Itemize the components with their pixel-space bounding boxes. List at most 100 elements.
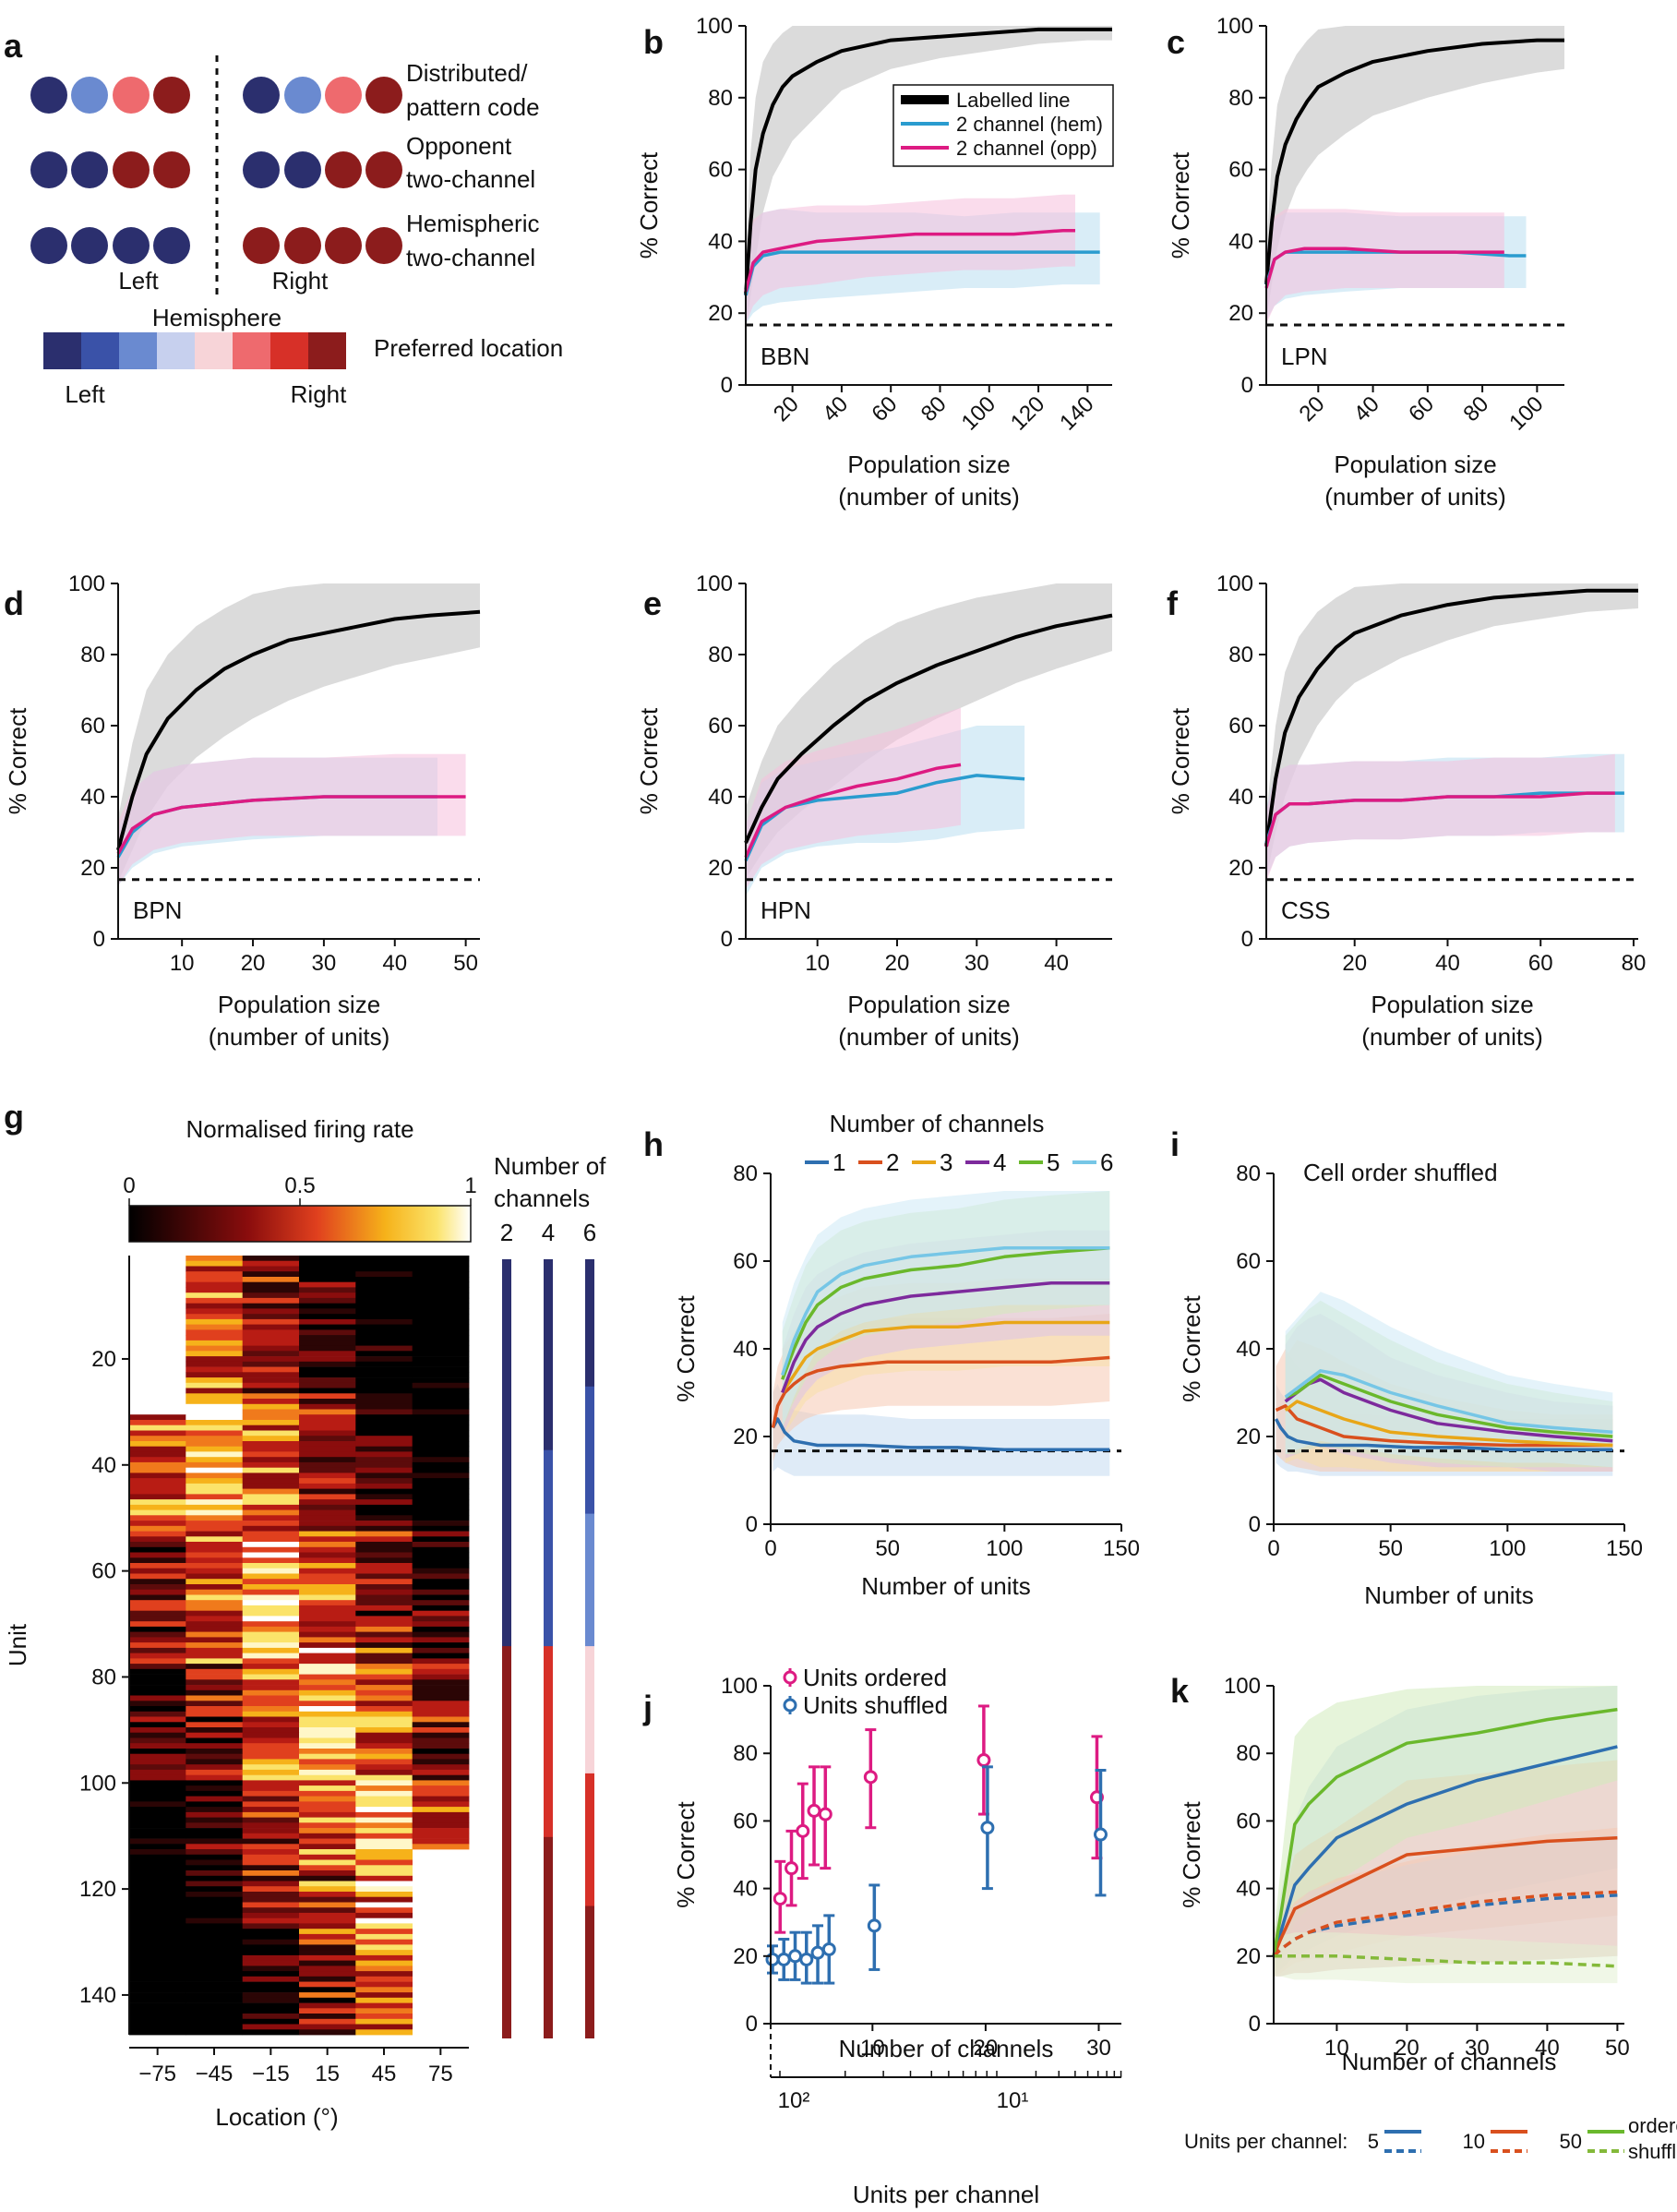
heatmap-cell [242, 1568, 300, 1574]
channel-group [585, 1646, 594, 1779]
legend-marker [783, 1670, 797, 1685]
heatmap-cell [242, 1314, 300, 1320]
series-line [744, 774, 1025, 862]
heatmap-cell [242, 1483, 300, 1489]
heatmap-cell [299, 1372, 356, 1378]
heatmap-cell [242, 1414, 300, 1421]
secondary-tick-label: 10² [778, 2088, 810, 2113]
heatmap-cell [186, 1616, 243, 1622]
series-line [1264, 246, 1504, 289]
y-tick-label: 20 [1228, 301, 1253, 326]
heatmap-cell [242, 1382, 300, 1389]
location-swatch [157, 332, 195, 369]
y-tick-label: 0 [93, 927, 105, 952]
heatmap-cell [129, 1933, 186, 1940]
heatmap-cell [186, 1992, 243, 1999]
heatmap-cell [242, 1409, 300, 1415]
channel-count-label: 2 [500, 1219, 513, 1246]
heatmap-cell [299, 1976, 356, 1982]
region-label: BBN [761, 343, 809, 370]
x-axis-label: Number of units [861, 1572, 1031, 1600]
heatmap-cell [186, 1420, 243, 1426]
heatmap-cell [186, 1796, 243, 1802]
x-axis-label: Number of units [1364, 1581, 1534, 1609]
heatmap-cell [129, 1425, 186, 1431]
heatmap-cell [355, 1822, 413, 1829]
heatmap-cell [355, 1303, 413, 1309]
heatmap-cell [129, 1759, 186, 1765]
heatmap-cell [299, 1573, 356, 1580]
heatmap-cell [412, 1668, 470, 1675]
heatmap-cell [129, 2018, 186, 2025]
heatmap-cell [129, 1774, 186, 1781]
heatmap-cell [186, 1446, 243, 1452]
x-tick-label: 60 [1528, 951, 1553, 976]
heatmap-cell [355, 1361, 413, 1367]
heatmap-cell [242, 1521, 300, 1527]
heatmap-cell [299, 1382, 356, 1389]
heatmap-cell [355, 1716, 413, 1723]
heatmap-cell [355, 1653, 413, 1659]
heatmap-cell [186, 1727, 243, 1734]
heatmap-cell [412, 1584, 470, 1591]
series-line [1272, 1835, 1618, 1957]
heatmap-cell [242, 1807, 300, 1813]
heatmap-cell [299, 1939, 356, 1945]
y-tick-label: 40 [1228, 229, 1253, 254]
heatmap-cell [355, 1260, 413, 1267]
heatmap-cell [186, 1467, 243, 1473]
heatmap-cell [299, 1457, 356, 1463]
heatmap-cell [186, 1822, 243, 1829]
heatmap-cell [355, 1589, 413, 1595]
heatmap-cell [129, 1917, 186, 1924]
heatmap-cell [299, 1753, 356, 1760]
heatmap-cell [186, 1912, 243, 1918]
heatmap-cell [355, 1515, 413, 1521]
heatmap-cell [355, 1647, 413, 1653]
data-point [976, 1753, 991, 1768]
heatmap-cell [242, 1292, 300, 1299]
y-tick-label: 0 [721, 373, 733, 398]
heatmap-cell [355, 1605, 413, 1611]
heatmap-cell [129, 1494, 186, 1500]
heatmap-cell [242, 1685, 300, 1691]
heatmap-cell [355, 1446, 413, 1452]
heatmap-cell [299, 1923, 356, 1929]
heatmap-cell [355, 1971, 413, 1978]
heatmap-cell [412, 1494, 470, 1500]
heatmap-cell [355, 1912, 413, 1918]
heatmap-cell [355, 1351, 413, 1357]
x-tick-label: 20 [769, 391, 804, 427]
y-axis-label: % Correct [672, 1294, 700, 1401]
code-dot [365, 151, 402, 188]
heatmap-cell [242, 1658, 300, 1665]
heatmap-cell [355, 1425, 413, 1431]
heatmap-cell [242, 1616, 300, 1622]
y-tick-label: 60 [708, 158, 733, 183]
heatmap-cell [129, 1478, 186, 1485]
heatmap-cell [299, 1817, 356, 1823]
heatmap-cell [299, 1944, 356, 1951]
heatmap-cell [129, 1414, 186, 1421]
heatmap-cell [242, 2018, 300, 2025]
x-tick-label: −15 [252, 2062, 290, 2086]
heatmap-cell [299, 1515, 356, 1521]
heatmap-cell [186, 1785, 243, 1792]
x-axis-label: (number of units) [838, 483, 1020, 511]
heatmap-cell [129, 1420, 186, 1426]
panel-letter: j [642, 1689, 653, 1726]
heatmap-cell [412, 1542, 470, 1548]
heatmap-cell [412, 1605, 470, 1611]
bar-right-label: Right [291, 380, 347, 408]
heatmap-cell [355, 1785, 413, 1792]
heatmap-cell [242, 1689, 300, 1696]
heatmap-cell [299, 1716, 356, 1723]
heatmap-cell [299, 1605, 356, 1611]
heatmap-cell [299, 1403, 356, 1410]
heatmap-cell [299, 1875, 356, 1881]
data-point [773, 1892, 787, 1906]
panel-k: k 0 20 40 60 80 100 10 20 30 40 50 Number of channel… [1170, 1672, 1677, 2163]
y-tick-label: 140 [79, 1983, 116, 2008]
heatmap-cell [242, 1796, 300, 1802]
heatmap-cell [299, 1546, 356, 1553]
